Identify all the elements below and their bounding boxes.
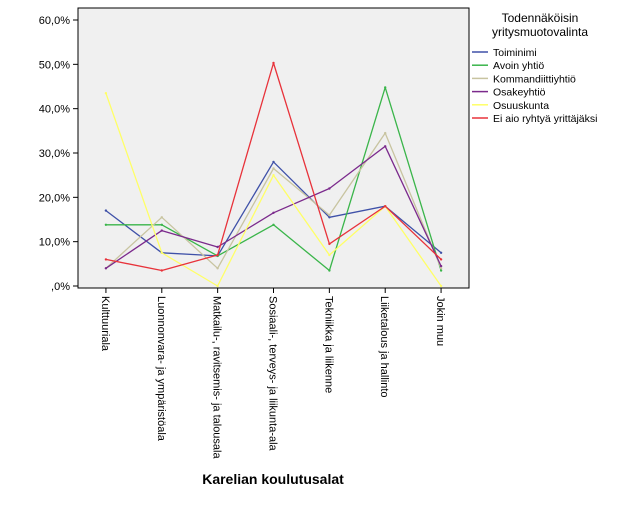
legend-title: Todennäköisin [502, 11, 579, 25]
legend-label: Avoin yhtiö [493, 60, 544, 72]
y-tick-label: 40,0% [39, 104, 70, 116]
x-axis-title: Karelian koulutusalat [202, 471, 344, 487]
y-tick-label: 20,0% [39, 192, 70, 204]
legend-label: Osakeyhtiö [493, 87, 546, 99]
data-point [439, 267, 443, 270]
legend-label: Toiminimi [493, 47, 537, 59]
y-tick-label: 60,0% [39, 15, 70, 27]
x-tick-label: Kulttuuriala [99, 296, 111, 352]
data-point [328, 253, 331, 257]
y-tick-label: 50,0% [39, 59, 70, 71]
data-point [216, 253, 219, 257]
data-point [384, 86, 387, 89]
data-point [160, 229, 163, 232]
x-tick-label: Jokin muu [434, 296, 446, 346]
data-point [216, 245, 219, 249]
data-point [439, 258, 443, 261]
data-point [104, 267, 108, 270]
x-axis: Kulttuuriala Luonnonvara- ja ympäristöala… [99, 288, 446, 459]
data-point [160, 223, 163, 226]
data-point [216, 284, 219, 288]
data-point [384, 205, 387, 208]
data-point [104, 223, 108, 226]
y-tick-label: 30,0% [39, 148, 70, 160]
legend-label: Osuuskunta [493, 100, 549, 112]
series-layer [104, 61, 443, 288]
data-point [272, 160, 275, 164]
data-point [104, 209, 108, 212]
data-point [384, 131, 387, 135]
data-point [328, 187, 331, 190]
data-point [104, 92, 108, 95]
x-tick-label: Sosiaali-, terveys- ja liikunta-ala [267, 296, 279, 452]
data-point [272, 174, 275, 177]
data-point [439, 251, 443, 254]
legend-title-line-2: yritysmuotovalinta [492, 25, 588, 39]
data-point [439, 264, 443, 268]
y-tick-label: 10,0% [39, 237, 70, 249]
data-point [272, 223, 275, 226]
y-axis: ,0% 10,0% 20,0% 30,0% 40,0% 50,0% 60,0% [39, 15, 78, 293]
y-tick-label: ,0% [51, 281, 70, 293]
data-point [272, 61, 275, 65]
x-tick-label: Liiketalous ja hallinto [378, 296, 390, 398]
data-point [384, 145, 387, 148]
data-point [160, 251, 163, 254]
data-point [272, 167, 275, 170]
data-point [439, 269, 443, 272]
x-tick-label: Tekniikka ja liikenne [322, 296, 334, 393]
data-point [328, 269, 331, 272]
data-point [104, 258, 108, 261]
x-tick-label: Matkailu-, ravitsemis- ja talousala [211, 296, 223, 459]
plot-area [77, 7, 470, 289]
data-point [216, 267, 219, 270]
data-point [328, 213, 331, 217]
x-tick-label: Luonnonvara- ja ympäristöala [155, 296, 167, 442]
data-point [439, 284, 443, 288]
legend-label: Kommandiittiyhtiö [493, 73, 576, 85]
data-point [328, 216, 331, 219]
legend-label: Ei aio ryhtyä yrittäjäksi [493, 113, 597, 125]
data-point [272, 211, 275, 214]
data-point [328, 242, 331, 246]
legend: Todennäköisin yritysmuotovalinta Toimini… [472, 11, 597, 125]
data-point [160, 216, 163, 219]
data-point [160, 269, 163, 272]
